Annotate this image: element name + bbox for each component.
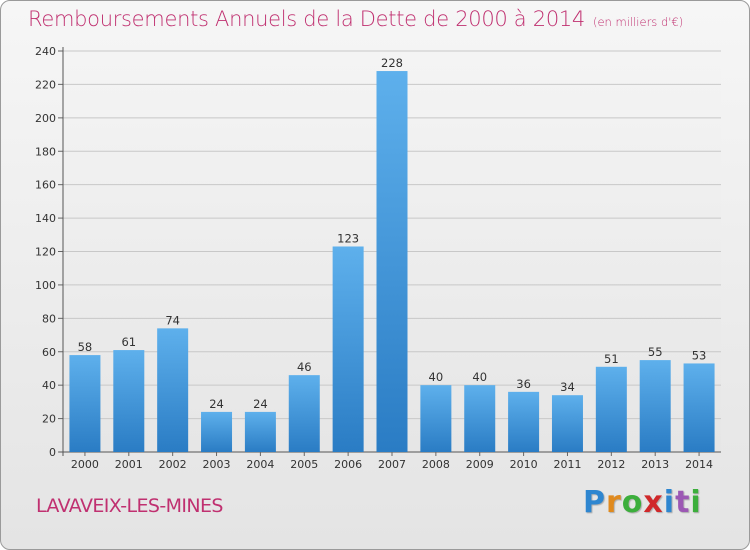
value-label: 61: [121, 335, 136, 349]
y-tick-label: 140: [35, 212, 56, 225]
y-tick-label: 20: [42, 413, 56, 426]
y-tick-label: 120: [35, 246, 56, 259]
logo-letter: t: [675, 485, 691, 520]
chart-title: Remboursements Annuels de la Dette de 20…: [28, 7, 683, 31]
x-tick-label: 2000: [71, 458, 99, 471]
x-tick-label: 2012: [597, 458, 625, 471]
bar: [639, 360, 671, 452]
x-tick-label: 2014: [685, 458, 713, 471]
value-label: 34: [560, 380, 575, 394]
value-label: 36: [516, 377, 531, 391]
value-label: 228: [381, 56, 403, 70]
value-label: 55: [648, 345, 663, 359]
x-tick-label: 2008: [422, 458, 450, 471]
bar: [69, 355, 101, 452]
bars: [69, 71, 715, 453]
x-tick-labels: 2000 2001 2002 2003 2004 2005 2006 2007 2008 2009…: [71, 458, 713, 471]
bar: [201, 411, 233, 452]
value-label: 24: [253, 397, 268, 411]
x-tick-label: 2002: [159, 458, 187, 471]
logo-letter: r: [606, 485, 622, 520]
y-tick-label: 40: [42, 379, 56, 392]
bar: [464, 385, 496, 452]
bar: [113, 350, 145, 452]
unit-label: (en milliers d'€): [593, 15, 684, 29]
y-tick-label: 240: [35, 45, 56, 58]
bar: [288, 375, 320, 452]
x-tick-label: 2007: [378, 458, 406, 471]
bar: [332, 246, 364, 452]
bar: [508, 391, 540, 452]
y-tick-label: 160: [35, 179, 56, 192]
x-tick-label: 2005: [290, 458, 318, 471]
value-labels: 58 61 74 24 24 46 123 228 40 40 36 34 51 55 53: [78, 56, 707, 411]
proxiti-logo: Proxiti: [583, 485, 702, 520]
bar: [244, 411, 276, 452]
x-tick-label: 2013: [641, 458, 669, 471]
logo-letter: i: [690, 485, 702, 520]
bar: [157, 328, 189, 452]
bar: [595, 366, 627, 452]
x-tick-label: 2003: [203, 458, 231, 471]
value-label: 46: [297, 360, 312, 374]
bar: [376, 71, 408, 453]
bar: [551, 395, 583, 452]
y-tick-label: 200: [35, 112, 56, 125]
x-tick-label: 2011: [553, 458, 581, 471]
value-label: 58: [78, 340, 93, 354]
x-tick-label: 2004: [246, 458, 274, 471]
title-text: Remboursements Annuels de la Dette de 20…: [28, 7, 585, 31]
value-label: 40: [472, 370, 487, 384]
bar: [420, 385, 452, 452]
y-tick-label: 220: [35, 78, 56, 91]
logo-letter: P: [583, 485, 606, 520]
y-tick-label: 0: [49, 446, 56, 459]
y-tick-label: 60: [42, 346, 56, 359]
logo-letter: i: [663, 485, 676, 520]
x-tick-label: 2006: [334, 458, 362, 471]
value-label: 51: [604, 352, 619, 366]
x-tick-label: 2001: [115, 458, 143, 471]
y-tick-label: 80: [42, 312, 56, 325]
value-label: 74: [165, 313, 180, 327]
y-tick-label: 180: [35, 145, 56, 158]
logo-letter: x: [643, 485, 664, 520]
x-tick-label: 2009: [466, 458, 494, 471]
logo-letter: o: [621, 485, 644, 520]
x-tick-label: 2010: [510, 458, 538, 471]
value-label: 123: [337, 231, 359, 245]
y-tick-label: 100: [35, 279, 56, 292]
y-tick-labels: 0 20 40 60 80 100 120 140 160 180 200 220 240: [35, 45, 56, 459]
bar: [683, 363, 715, 452]
value-label: 24: [209, 397, 224, 411]
value-label: 53: [692, 348, 707, 362]
commune-name: LAVAVEIX-LES-MINES: [36, 495, 223, 517]
value-label: 40: [429, 370, 444, 384]
